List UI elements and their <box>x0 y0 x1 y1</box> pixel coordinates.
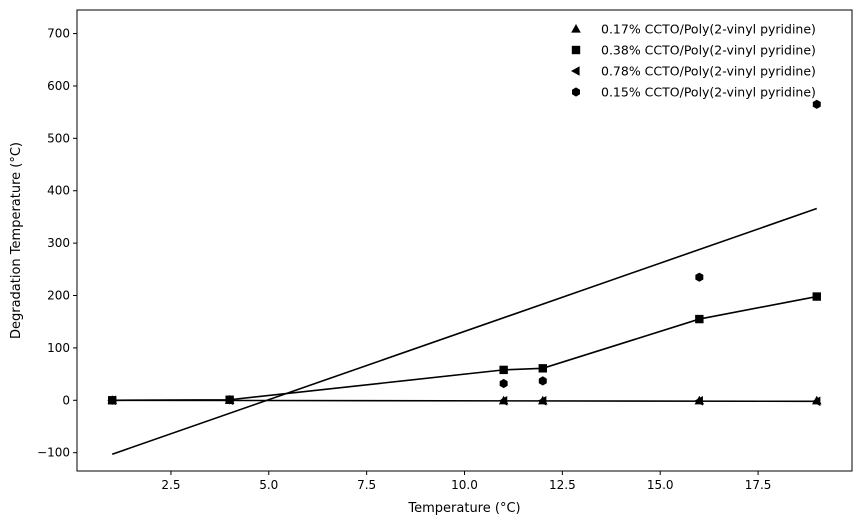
legend: 0.17% CCTO/Poly(2-vinyl pyridine) 0.38% C… <box>571 22 816 100</box>
x-tick-label: 7.5 <box>357 478 376 492</box>
series-4-point <box>225 395 234 405</box>
y-tick-label: 600 <box>47 79 70 93</box>
x-tick-label: 5.0 <box>259 478 278 492</box>
x-axis-label: Temperature (°C) <box>407 501 520 516</box>
y-axis-label: Degradation Temperature (°C) <box>9 142 24 339</box>
legend-marker-4 <box>572 87 580 97</box>
x-tick-label: 12.5 <box>549 478 576 492</box>
series-3-point <box>537 396 547 406</box>
legend-label-3: 0.78% CCTO/Poly(2-vinyl pyridine) <box>601 64 816 79</box>
y-tick-label: 300 <box>47 236 70 250</box>
y-axis-ticks: −100 0 100 200 300 400 500 600 700 <box>37 27 77 460</box>
fit-line-3 <box>112 399 817 403</box>
series-4-point <box>499 378 508 389</box>
x-tick-label: 10.0 <box>451 478 478 492</box>
x-tick-label: 15.0 <box>647 478 674 492</box>
series-2-point <box>538 364 547 373</box>
series-4-point <box>695 272 704 282</box>
series-4-point <box>108 395 117 405</box>
legend-marker-2 <box>571 45 581 55</box>
y-tick-label: 500 <box>47 131 70 145</box>
y-tick-label: 100 <box>47 341 70 355</box>
y-tick-label: 0 <box>62 393 70 407</box>
legend-label-4: 0.15% CCTO/Poly(2-vinyl pyridine) <box>601 85 816 100</box>
legend-label-1: 0.17% CCTO/Poly(2-vinyl pyridine) <box>601 22 816 37</box>
x-tick-label: 2.5 <box>161 478 180 492</box>
fit-line-1 <box>111 207 818 455</box>
y-tick-label: −100 <box>37 446 70 460</box>
series-4-point <box>538 376 547 386</box>
series-3-point <box>498 396 508 406</box>
legend-marker-3 <box>571 66 580 76</box>
series-3-point <box>811 396 821 407</box>
y-tick-label: 400 <box>47 184 70 198</box>
legend-marker-1 <box>571 24 581 33</box>
x-tick-label: 17.5 <box>745 478 772 492</box>
series-2-point <box>499 365 508 375</box>
series-3-point <box>694 396 703 406</box>
series-2-point <box>812 292 821 301</box>
series-4-point <box>812 99 821 109</box>
y-tick-label: 700 <box>47 27 70 41</box>
y-tick-label: 200 <box>47 289 70 303</box>
data-points <box>107 99 822 407</box>
x-axis-ticks: 2.5 5.0 7.5 10.0 12.5 15.0 17.5 <box>161 471 771 492</box>
series-2-point <box>695 314 704 324</box>
legend-label-2: 0.38% CCTO/Poly(2-vinyl pyridine) <box>601 43 816 58</box>
